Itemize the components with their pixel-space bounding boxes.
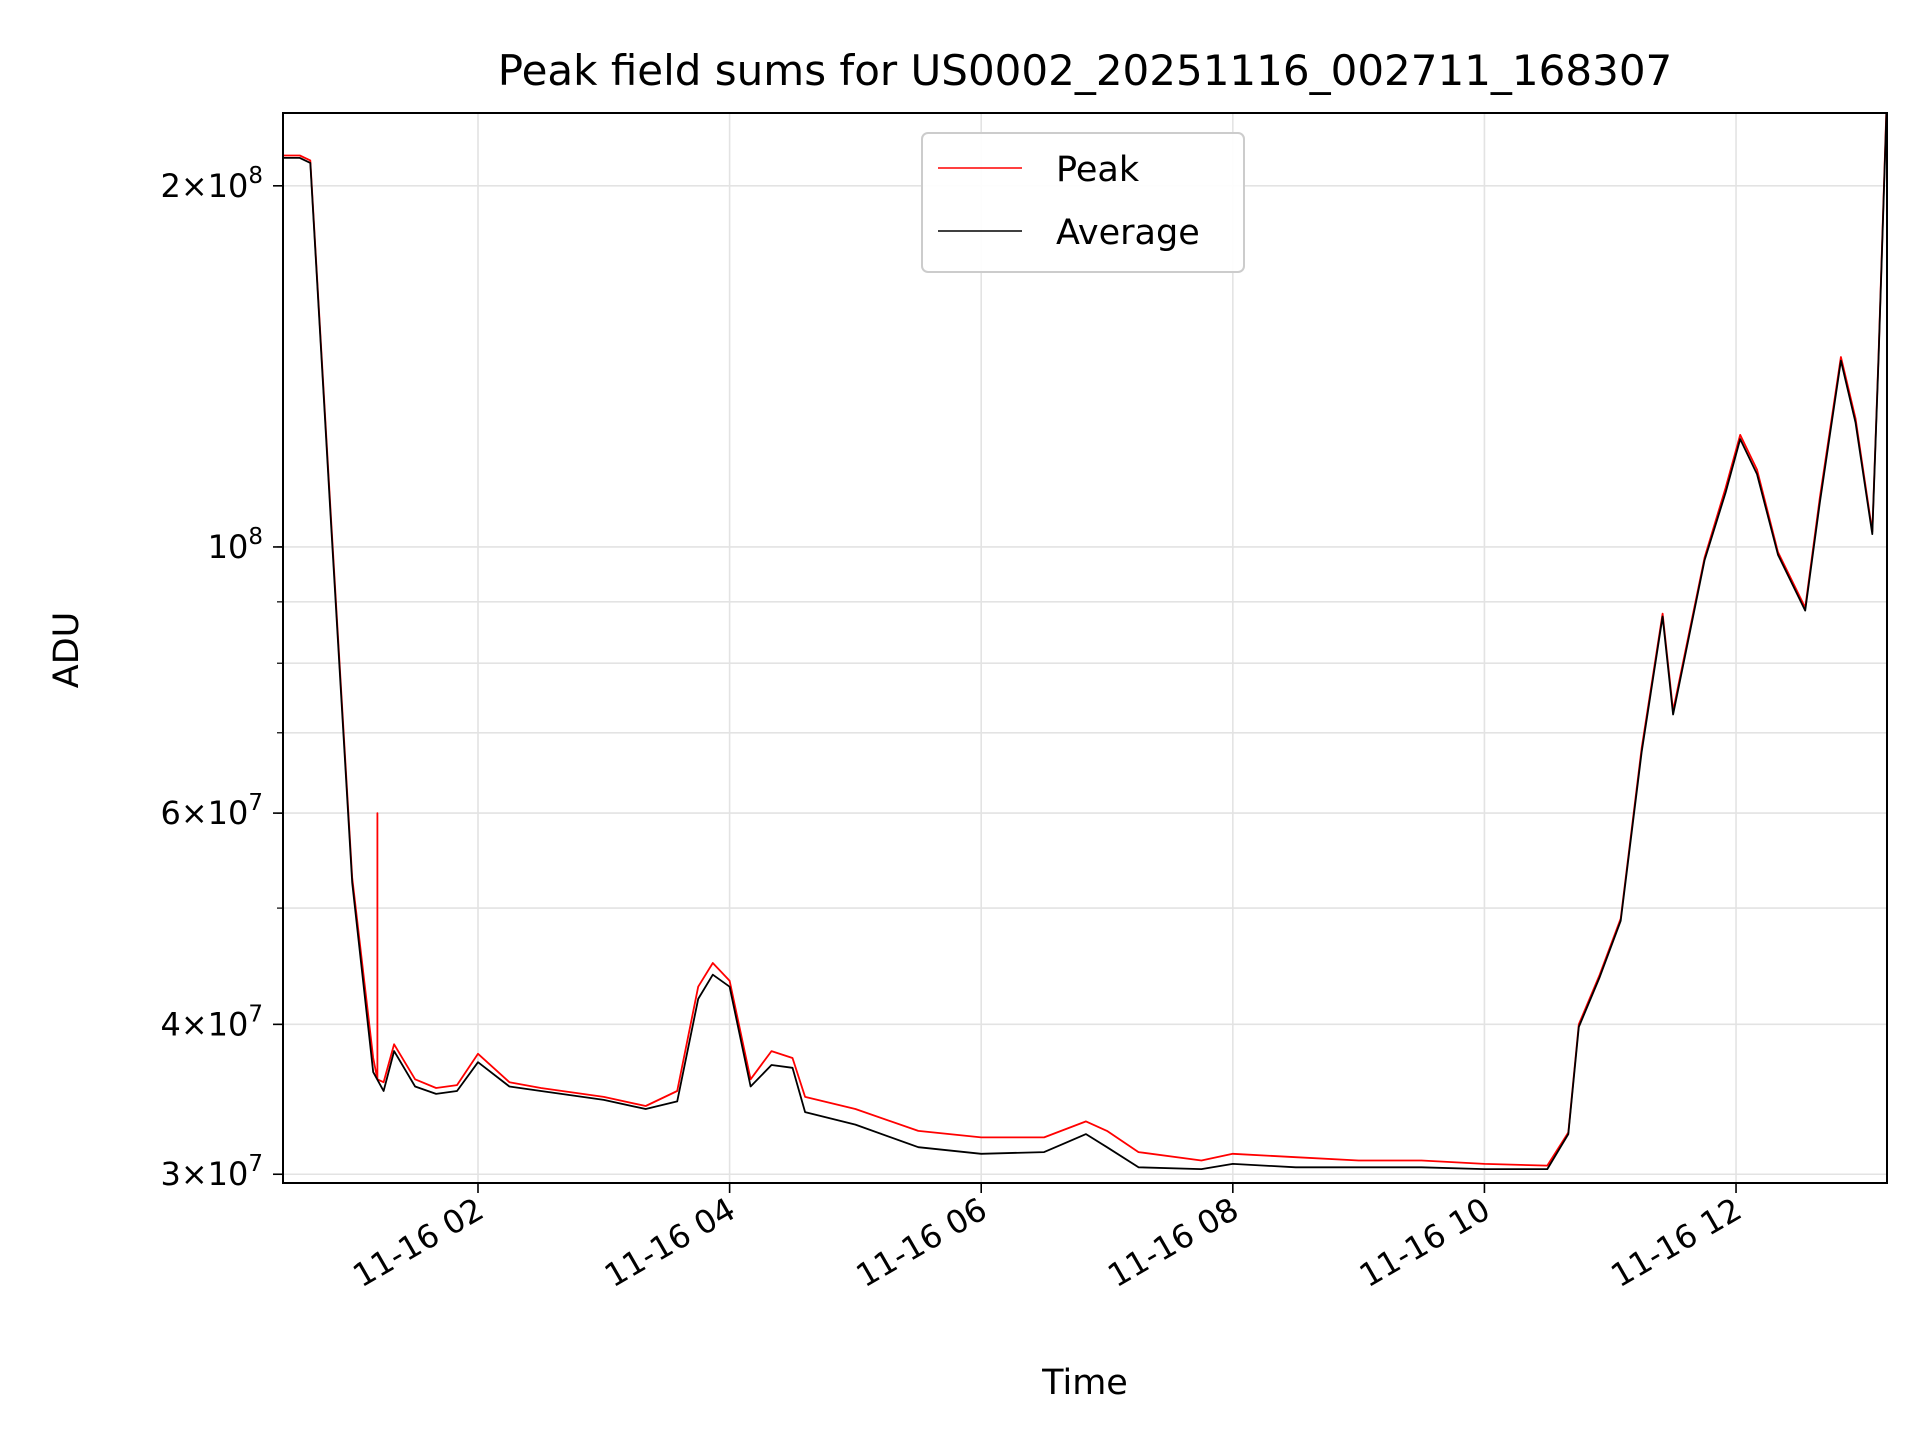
y-tick-label: 4×107 bbox=[160, 1001, 263, 1043]
legend-label-average: Average bbox=[1056, 213, 1200, 253]
legend: Peak Average bbox=[921, 132, 1245, 273]
series-line-peak bbox=[283, 113, 1887, 1167]
grid bbox=[283, 113, 1887, 1183]
chart-title: Peak field sums for US0002_20251116_0027… bbox=[498, 46, 1673, 95]
legend-label-peak: Peak bbox=[1056, 150, 1140, 190]
series-lines bbox=[283, 113, 1887, 1170]
x-axis-label: Time bbox=[1041, 1363, 1128, 1403]
y-tick-label: 6×107 bbox=[160, 790, 263, 832]
y-axis-label: ADU bbox=[47, 612, 87, 689]
y-tick-label: 3×107 bbox=[160, 1151, 263, 1193]
plot-frame bbox=[282, 112, 1888, 1184]
series-line-average bbox=[283, 113, 1887, 1170]
y-tick-label: 2×108 bbox=[160, 163, 263, 205]
